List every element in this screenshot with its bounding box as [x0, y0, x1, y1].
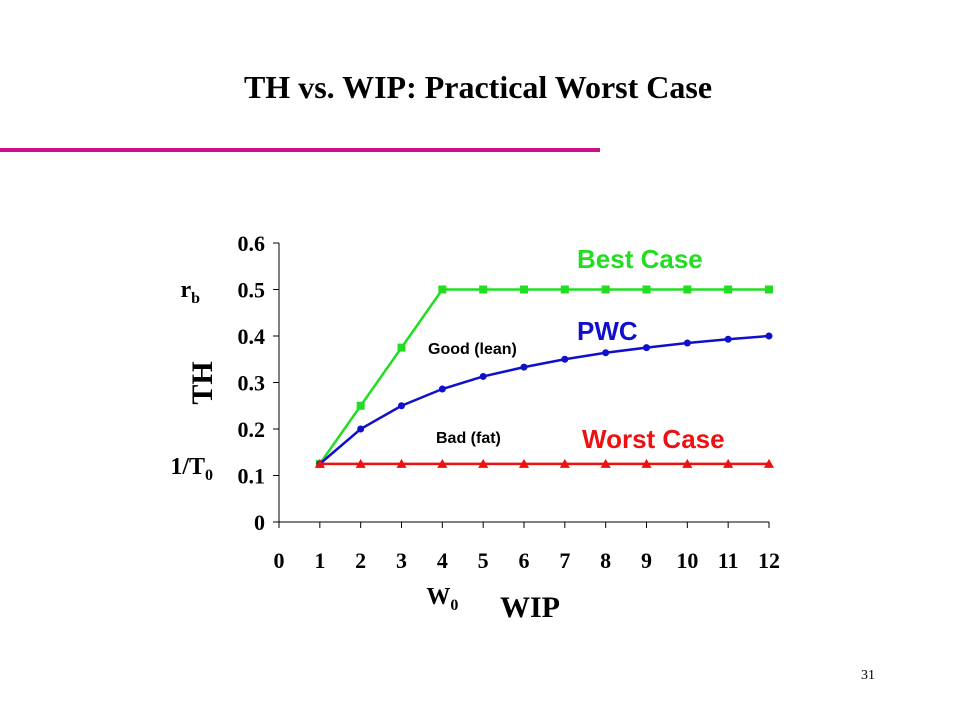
x-tick-label: 10: [676, 548, 698, 573]
series-label: Best Case: [577, 244, 703, 274]
marker: [723, 458, 734, 468]
marker: [559, 458, 570, 468]
marker: [765, 285, 773, 294]
x-tick-label: 0: [274, 548, 285, 573]
marker: [560, 285, 569, 294]
marker: [479, 372, 487, 380]
axis-mark: W0: [426, 584, 458, 614]
y-tick-label: 0.5: [238, 278, 266, 303]
marker: [479, 285, 488, 294]
marker: [682, 458, 693, 468]
marker: [683, 339, 691, 347]
marker: [397, 343, 406, 352]
y-axis-title: TH: [186, 361, 219, 404]
marker: [356, 401, 365, 410]
marker: [520, 363, 528, 371]
x-tick-label: 6: [519, 548, 530, 573]
marker: [396, 458, 407, 468]
axis-mark: 1/T0: [170, 454, 213, 484]
marker: [601, 285, 610, 294]
y-tick-label: 0.3: [238, 371, 266, 396]
marker: [561, 355, 569, 363]
marker: [642, 285, 651, 294]
x-tick-label: 3: [396, 548, 407, 573]
page-number: 31: [861, 668, 875, 683]
y-tick-label: 0.2: [238, 417, 266, 442]
x-tick-label: 7: [559, 548, 570, 573]
x-tick-label: 9: [641, 548, 652, 573]
axis-mark-sub: 0: [450, 597, 458, 614]
y-tick-label: 0: [254, 510, 265, 535]
axis-mark-sub: b: [191, 290, 200, 307]
x-tick-label: 12: [758, 548, 780, 573]
marker: [437, 458, 448, 468]
x-tick-label: 11: [718, 548, 739, 573]
axis-mark-base: 1/T: [170, 454, 205, 480]
marker: [724, 285, 733, 294]
marker: [314, 458, 325, 468]
series-line: [318, 288, 769, 465]
marker: [683, 285, 692, 294]
x-tick-label: 2: [355, 548, 366, 573]
axis-mark-base: W: [426, 584, 450, 610]
x-tick-label: 8: [600, 548, 611, 573]
marker: [438, 285, 447, 294]
x-tick-label: 4: [437, 548, 448, 573]
marker: [357, 425, 365, 433]
marker: [355, 458, 366, 468]
marker: [478, 458, 489, 468]
marker: [602, 349, 610, 357]
marker: [764, 458, 774, 468]
annotation: Good (lean): [428, 341, 517, 358]
marker: [641, 458, 652, 468]
marker: [519, 458, 529, 468]
marker: [520, 285, 528, 294]
x-tick-label: 5: [478, 548, 489, 573]
marker: [724, 335, 732, 343]
y-tick-label: 0.6: [238, 231, 266, 256]
axis-mark-base: r: [180, 277, 191, 303]
series-label: PWC: [577, 316, 638, 346]
series-line: [319, 334, 770, 465]
marker: [398, 402, 405, 410]
x-axis-title: WIP: [500, 591, 560, 624]
series-label: Worst Case: [582, 424, 725, 454]
marker: [765, 332, 773, 340]
axis-mark-sub: 0: [205, 467, 213, 484]
y-tick-label: 0.1: [238, 464, 266, 489]
axis-mark: rb: [180, 277, 200, 307]
y-tick-label: 0.4: [238, 324, 266, 349]
annotation: Bad (fat): [436, 430, 501, 447]
series: [314, 458, 774, 468]
slide-title: TH vs. WIP: Practical Worst Case: [244, 69, 712, 105]
x-tick-label: 1: [314, 548, 325, 573]
marker: [643, 344, 650, 352]
marker: [438, 385, 446, 393]
marker: [600, 458, 611, 468]
